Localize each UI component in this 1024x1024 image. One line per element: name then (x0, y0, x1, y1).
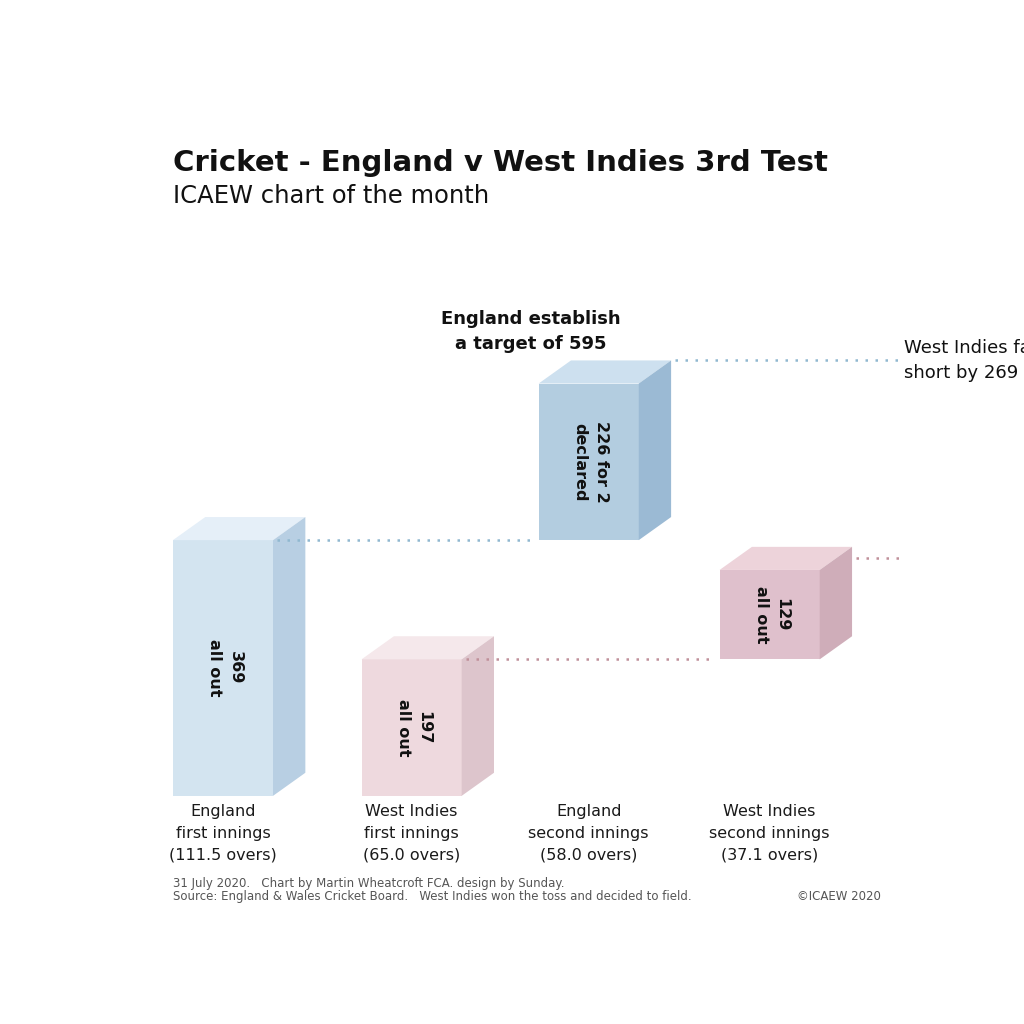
Polygon shape (539, 384, 639, 540)
Text: England
first innings
(111.5 overs): England first innings (111.5 overs) (169, 804, 276, 863)
Text: England
second innings
(58.0 overs): England second innings (58.0 overs) (528, 804, 649, 863)
Text: 226 for 2
declared: 226 for 2 declared (572, 421, 608, 503)
Polygon shape (819, 547, 852, 659)
Text: 369
all out: 369 all out (207, 639, 243, 696)
Text: West Indies falls
short by 269: West Indies falls short by 269 (904, 339, 1024, 382)
Text: West Indies
first innings
(65.0 overs): West Indies first innings (65.0 overs) (362, 804, 460, 863)
Text: ICAEW chart of the month: ICAEW chart of the month (173, 183, 489, 208)
Text: Source: England & Wales Cricket Board.   West Indies won the toss and decided to: Source: England & Wales Cricket Board. W… (173, 890, 691, 903)
Polygon shape (361, 636, 494, 659)
Polygon shape (639, 360, 671, 540)
Polygon shape (720, 547, 852, 570)
Polygon shape (720, 570, 819, 659)
Text: ©ICAEW 2020: ©ICAEW 2020 (798, 890, 882, 903)
Text: 197
all out: 197 all out (395, 698, 431, 757)
Polygon shape (539, 360, 671, 384)
Text: West Indies
second innings
(37.1 overs): West Indies second innings (37.1 overs) (710, 804, 829, 863)
Polygon shape (361, 659, 462, 796)
Polygon shape (173, 517, 305, 540)
Polygon shape (462, 636, 494, 796)
Text: 31 July 2020.   Chart by Martin Wheatcroft FCA. design by Sunday.: 31 July 2020. Chart by Martin Wheatcroft… (173, 877, 564, 890)
Polygon shape (173, 540, 273, 796)
Text: 129
all out: 129 all out (754, 586, 790, 643)
Polygon shape (273, 517, 305, 796)
Text: Cricket - England v West Indies 3rd Test: Cricket - England v West Indies 3rd Test (173, 150, 827, 177)
Text: England establish
a target of 595: England establish a target of 595 (441, 309, 621, 352)
